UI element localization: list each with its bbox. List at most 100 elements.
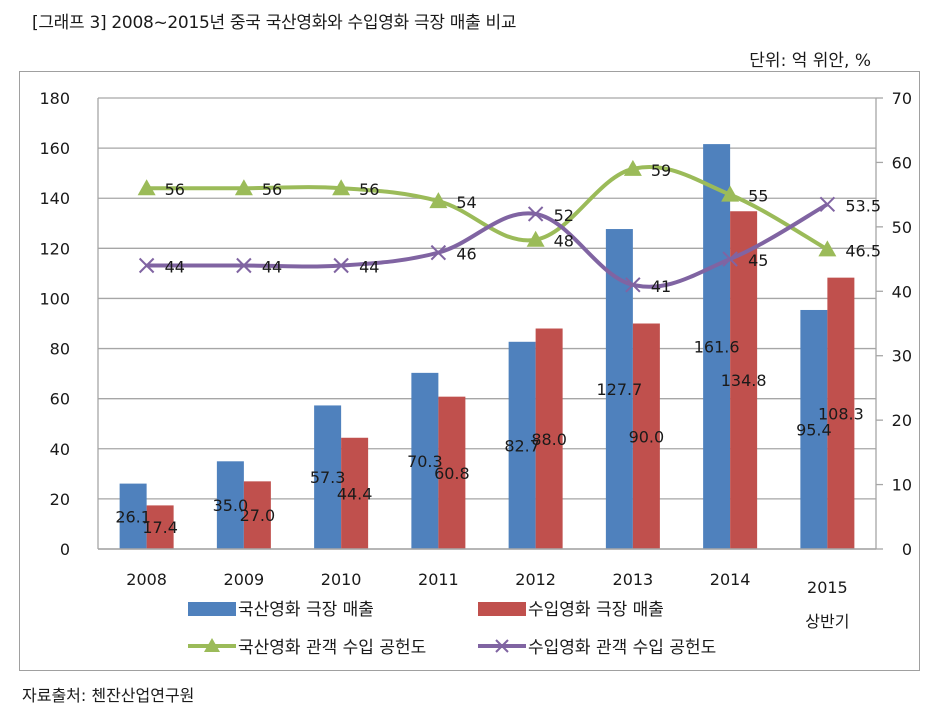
x-marker bbox=[819, 196, 836, 213]
domestic-contribution-label: 56 bbox=[165, 180, 185, 199]
domestic-revenue-label: 161.6 bbox=[694, 338, 740, 357]
import-revenue-label: 134.8 bbox=[721, 371, 767, 390]
unit-label: 단위: 억 위안, % bbox=[749, 51, 871, 71]
domestic-revenue-bar bbox=[216, 461, 244, 549]
chart-frame bbox=[19, 71, 920, 671]
lines bbox=[137, 159, 837, 293]
import-revenue-bar bbox=[146, 505, 174, 549]
domestic-contribution-label: 56 bbox=[359, 180, 379, 199]
domestic-contribution-line bbox=[146, 164, 829, 252]
x-marker bbox=[722, 251, 738, 267]
x-marker-stroke bbox=[819, 196, 836, 213]
y-left-tick-label: 100 bbox=[39, 289, 70, 308]
legend-item: 수입영화 극장 매출 bbox=[478, 600, 664, 620]
import-contribution-label: 45 bbox=[748, 251, 768, 270]
import-contribution-label: 52 bbox=[554, 206, 574, 225]
x-marker-stroke bbox=[138, 257, 155, 274]
domestic-revenue-label: 82.7 bbox=[504, 436, 540, 455]
import-revenue-label: 27.0 bbox=[240, 506, 276, 525]
x-marker-stroke bbox=[430, 244, 447, 261]
domestic-revenue-bar bbox=[508, 341, 536, 549]
domestic-revenue-label: 26.1 bbox=[115, 507, 151, 526]
domestic-contribution-label: 54 bbox=[456, 193, 476, 212]
legend-label: 국산영화 관객 수입 공헌도 bbox=[238, 638, 426, 658]
import-revenue-label: 90.0 bbox=[629, 427, 665, 446]
legend-swatch bbox=[188, 602, 236, 616]
x-marker-stroke bbox=[495, 639, 509, 653]
data-labels: 26.1 35.0 57.3 70.3 82.7 127.7 161.6 95.4 17.4 27… bbox=[115, 161, 881, 537]
triangle-marker bbox=[721, 185, 740, 202]
import-revenue-bar bbox=[827, 277, 855, 549]
chart-title: [그래프 3] 2008~2015년 중국 국산영화와 수입영화 극장 매출 비… bbox=[32, 13, 517, 33]
y-right-tick-label: 40 bbox=[892, 282, 912, 301]
y-left-tick-label: 180 bbox=[39, 89, 70, 108]
y-right-tick-label: 70 bbox=[892, 89, 912, 108]
x-marker-stroke bbox=[722, 251, 738, 267]
x-tick-label: 2013 bbox=[613, 570, 654, 589]
triangle-marker bbox=[204, 638, 220, 652]
x-marker bbox=[430, 244, 447, 261]
y-left-tick-label: 80 bbox=[50, 340, 70, 359]
triangle-marker bbox=[137, 179, 156, 196]
domestic-revenue-bar bbox=[800, 309, 828, 549]
y-right-tick-label: 0 bbox=[902, 540, 912, 559]
source-note: 자료출처: 첸잔산업연구원 bbox=[22, 686, 195, 705]
import-revenue-bar bbox=[730, 211, 758, 550]
y-left-tick-label: 20 bbox=[50, 490, 70, 509]
import-revenue-label: 108.3 bbox=[818, 404, 864, 423]
domestic-revenue-bar bbox=[314, 405, 342, 549]
y-left-tick-label: 120 bbox=[39, 239, 70, 258]
x-marker bbox=[333, 257, 349, 274]
domestic-revenue-label: 35.0 bbox=[213, 496, 249, 515]
y-left-tick-label: 60 bbox=[50, 390, 70, 409]
domestic-contribution-label: 48 bbox=[554, 232, 574, 251]
import-contribution-label: 41 bbox=[651, 277, 671, 296]
triangle-marker bbox=[332, 179, 351, 196]
x-tick-label: 2014 bbox=[710, 570, 751, 589]
gridlines bbox=[98, 97, 876, 550]
triangle-marker bbox=[234, 179, 253, 196]
y-right-tick-label: 20 bbox=[892, 411, 912, 430]
legend-item: 국산영화 관객 수입 공헌도 bbox=[188, 638, 426, 658]
y-left-tick-label: 140 bbox=[39, 189, 70, 208]
domestic-revenue-bar bbox=[119, 483, 147, 549]
x-marker bbox=[625, 277, 641, 293]
domestic-revenue-label: 95.4 bbox=[796, 420, 832, 439]
import-contribution-line bbox=[146, 202, 829, 289]
triangle-marker bbox=[429, 192, 448, 209]
axes: 0 20 40 60 80 100 120 140 160 180 0 10 20 30 40 50 60 70 2… bbox=[39, 89, 912, 631]
triangle-marker bbox=[526, 230, 545, 247]
import-contribution-label: 44 bbox=[262, 258, 282, 277]
y-right-tick-label: 10 bbox=[892, 476, 912, 495]
x-tick-label: 2010 bbox=[321, 570, 362, 589]
y-left-tick-label: 0 bbox=[60, 540, 70, 559]
import-contribution-label: 44 bbox=[359, 258, 379, 277]
import-revenue-bar bbox=[243, 481, 271, 549]
import-revenue-label: 60.8 bbox=[434, 464, 470, 483]
import-revenue-bar bbox=[341, 437, 369, 549]
y-right-tick-label: 30 bbox=[892, 347, 912, 366]
domestic-contribution-label: 55 bbox=[748, 187, 768, 206]
import-contribution-label: 46 bbox=[456, 245, 476, 264]
domestic-revenue-bar bbox=[411, 372, 439, 549]
domestic-revenue-label: 57.3 bbox=[310, 468, 346, 487]
y-left-tick-label: 40 bbox=[50, 440, 70, 459]
x-tick-label: 2011 bbox=[418, 570, 459, 589]
domestic-revenue-label: 70.3 bbox=[407, 452, 443, 471]
import-revenue-label: 44.4 bbox=[337, 484, 373, 503]
legend-label: 수입영화 극장 매출 bbox=[528, 600, 664, 620]
domestic-contribution-label: 56 bbox=[262, 180, 282, 199]
import-revenue-label: 88.0 bbox=[531, 430, 567, 449]
legend-item: 국산영화 극장 매출 bbox=[188, 600, 374, 620]
x-tick-label: 상반기 bbox=[805, 612, 849, 631]
triangle-marker bbox=[623, 159, 642, 176]
import-contribution-label: 53.5 bbox=[845, 196, 881, 215]
x-marker-stroke bbox=[625, 277, 641, 293]
x-tick-label: 2008 bbox=[126, 570, 167, 589]
legend-item: 수입영화 관객 수입 공헌도 bbox=[478, 638, 716, 658]
y-left-tick-label: 160 bbox=[39, 139, 70, 158]
domestic-contribution-label: 59 bbox=[651, 161, 671, 180]
import-revenue-bar bbox=[535, 328, 563, 549]
